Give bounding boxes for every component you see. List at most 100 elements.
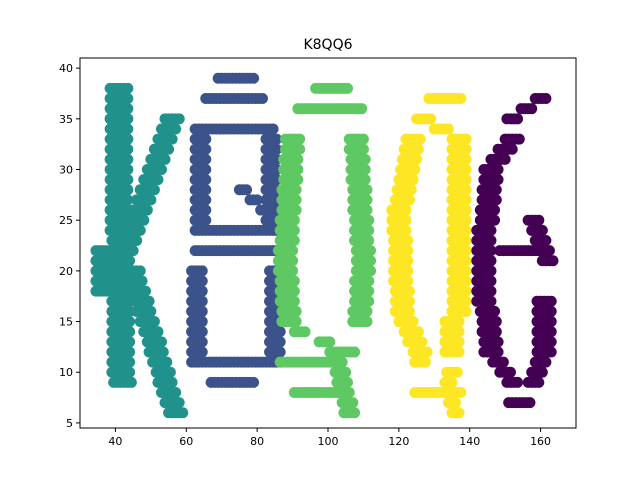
data-point-series-5	[526, 103, 538, 115]
data-point-series-3	[290, 204, 302, 216]
data-point-series-4	[400, 214, 412, 226]
data-point-series-4	[453, 407, 465, 419]
x-tick-label: 100	[318, 435, 339, 448]
data-point-series-1	[164, 366, 176, 378]
data-point-series-4	[453, 326, 465, 338]
data-point-series-5	[489, 214, 501, 226]
data-point-series-4	[425, 113, 437, 125]
data-point-series-3	[294, 133, 306, 145]
data-point-series-3	[290, 184, 302, 196]
data-point-series-4	[442, 123, 454, 135]
data-point-series-4	[405, 184, 417, 196]
data-point-series-5	[512, 376, 524, 388]
data-point-series-4	[460, 305, 472, 317]
data-point-series-2	[196, 346, 208, 358]
data-point-series-1	[155, 336, 167, 348]
data-point-series-5	[492, 174, 504, 186]
data-point-series-3	[288, 285, 300, 297]
y-tick-label: 15	[59, 316, 73, 329]
data-point-series-3	[324, 336, 336, 348]
data-point-series-1	[138, 214, 150, 226]
data-point-series-1	[108, 255, 120, 267]
data-point-series-5	[492, 346, 504, 358]
data-point-series-4	[402, 265, 414, 277]
data-point-series-3	[343, 387, 355, 399]
data-point-series-3	[361, 184, 373, 196]
data-point-series-5	[536, 366, 548, 378]
data-point-series-5	[543, 245, 555, 257]
data-point-series-1	[141, 204, 153, 216]
data-point-series-3	[363, 224, 375, 236]
x-tick-label: 120	[388, 435, 409, 448]
x-tick-label: 140	[459, 435, 480, 448]
data-point-series-2	[262, 204, 274, 216]
data-point-series-2	[251, 194, 263, 206]
data-point-series-1	[161, 356, 173, 368]
data-point-series-5	[485, 295, 497, 307]
data-point-series-4	[411, 153, 423, 165]
chart-title: K8QQ6	[303, 37, 352, 53]
data-point-series-3	[288, 234, 300, 246]
data-point-series-1	[173, 397, 185, 409]
data-point-series-4	[453, 316, 465, 328]
data-point-series-1	[173, 113, 185, 125]
data-point-series-1	[170, 123, 182, 135]
data-point-series-4	[455, 93, 467, 105]
data-point-series-4	[460, 234, 472, 246]
data-point-series-5	[533, 376, 545, 388]
data-point-series-1	[124, 346, 136, 358]
data-point-series-5	[489, 305, 501, 317]
y-tick-label: 25	[59, 214, 73, 227]
data-point-series-1	[166, 133, 178, 145]
data-point-series-3	[365, 245, 377, 257]
data-point-series-2	[271, 143, 283, 155]
data-point-series-2	[196, 275, 208, 287]
data-point-series-2	[256, 93, 268, 105]
data-point-series-1	[125, 376, 137, 388]
y-tick-label: 35	[59, 113, 73, 126]
data-point-series-5	[497, 356, 509, 368]
data-point-series-2	[274, 336, 286, 348]
data-point-series-4	[460, 245, 472, 257]
data-point-series-4	[453, 346, 465, 358]
data-point-series-2	[200, 204, 212, 216]
data-point-series-2	[256, 224, 268, 236]
data-point-series-4	[460, 204, 472, 216]
data-point-series-1	[124, 336, 136, 348]
x-tick-label: 80	[250, 435, 264, 448]
data-point-series-2	[271, 133, 283, 145]
data-point-series-5	[545, 305, 557, 317]
data-point-series-3	[349, 346, 361, 358]
data-point-series-1	[166, 376, 178, 388]
data-point-series-4	[403, 194, 415, 206]
data-point-series-1	[136, 275, 148, 287]
data-point-series-2	[248, 376, 260, 388]
data-point-series-5	[492, 336, 504, 348]
data-point-series-5	[506, 143, 518, 155]
data-point-series-4	[416, 336, 428, 348]
data-point-series-4	[451, 366, 463, 378]
data-point-series-1	[108, 245, 120, 257]
data-point-series-1	[131, 234, 143, 246]
data-point-series-1	[163, 143, 175, 155]
data-point-series-1	[124, 255, 136, 267]
data-point-series-3	[363, 234, 375, 246]
data-point-series-5	[545, 326, 557, 338]
data-point-series-2	[274, 326, 286, 338]
data-point-series-4	[409, 164, 421, 176]
data-point-series-1	[122, 194, 134, 206]
data-point-series-5	[492, 164, 504, 176]
data-point-series-5	[545, 295, 557, 307]
data-point-series-3	[288, 224, 300, 236]
data-point-series-2	[267, 123, 279, 135]
data-point-series-4	[403, 305, 415, 317]
data-point-series-1	[152, 174, 164, 186]
data-point-series-4	[402, 275, 414, 287]
data-point-series-2	[196, 336, 208, 348]
data-point-series-5	[485, 285, 497, 297]
data-point-series-1	[122, 153, 134, 165]
data-point-series-3	[365, 255, 377, 267]
data-point-series-2	[200, 153, 212, 165]
data-point-series-1	[140, 285, 152, 297]
